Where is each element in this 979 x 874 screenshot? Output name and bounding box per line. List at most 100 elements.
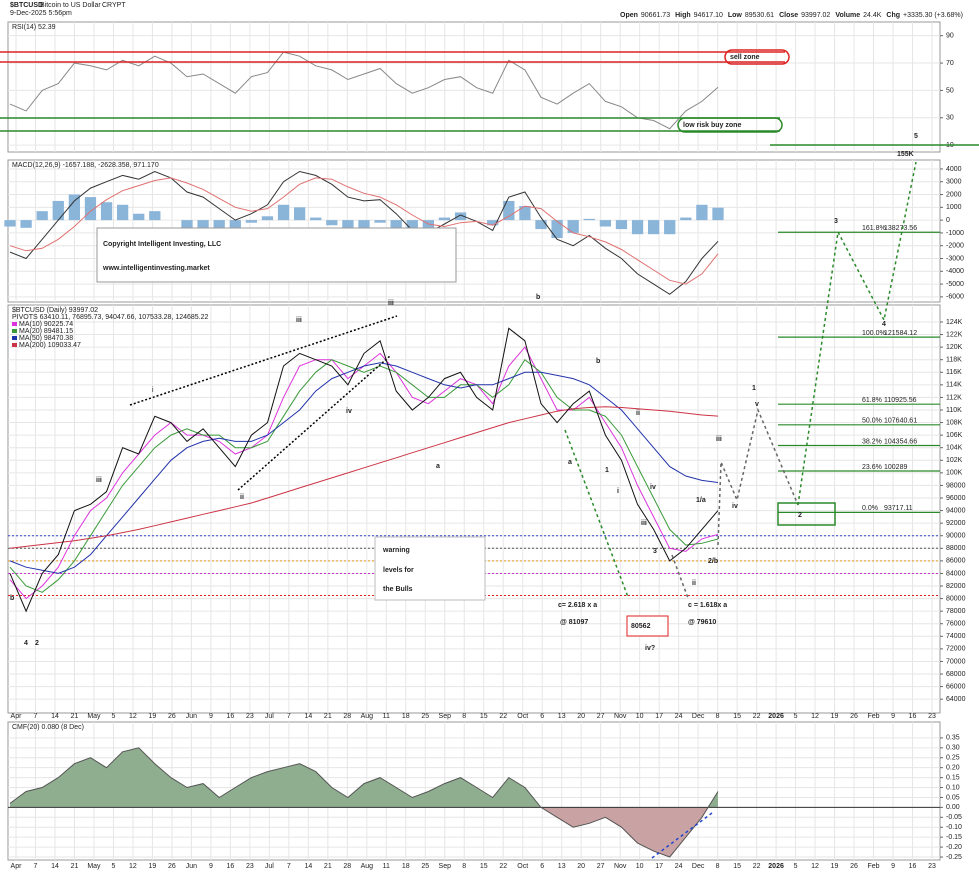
annotation: iii (388, 300, 394, 307)
x-tick-label: 21 (71, 713, 79, 720)
annotation: levels for (383, 567, 414, 574)
fib-value: 104354.66 (884, 438, 917, 445)
annotation: warning (382, 547, 410, 554)
fib-label: 38.2% (862, 438, 882, 445)
warning-box (374, 536, 486, 601)
quote-label: Chg (886, 12, 900, 19)
drawings (0, 49, 979, 859)
panel-title: MACD(12,26,9) -1657.188, -2628.358, 971.… (12, 162, 159, 169)
y-tick-label: 88000 (946, 545, 966, 552)
low-box (626, 615, 669, 637)
x-tick-label: 13 (558, 863, 566, 870)
x-tick-label: Dec (692, 863, 705, 870)
header: $BTCUSD Bitcoin to US Dollar CRYPT 9-Dec… (10, 2, 963, 19)
y-tick-label: 98000 (946, 482, 966, 489)
x-tick-label: 8 (716, 863, 720, 870)
histogram-bar (487, 220, 499, 226)
annotation: iii (641, 520, 647, 527)
x-tick-label: 18 (402, 713, 410, 720)
histogram-bar (36, 211, 48, 221)
x-tick-label: 22 (753, 713, 761, 720)
y-tick-label: -0.05 (946, 814, 962, 821)
fib-value: 110925.56 (884, 397, 917, 404)
quote-value: +3335.30 (+3.68%) (903, 12, 963, 19)
annotation: 5 (914, 133, 918, 140)
x-tick-label: 26 (850, 863, 858, 870)
y-tick-label: 0.05 (946, 794, 960, 801)
x-tick-label: 15 (480, 863, 488, 870)
y-tick-label: -2000 (946, 243, 964, 250)
fib-label: 0.0% (862, 505, 878, 512)
y-tick-label: 0.10 (946, 784, 960, 791)
x-tick-label: 5 (794, 863, 798, 870)
annotation: c= 2.618 x a (558, 602, 597, 609)
x-tick-label: 24 (675, 863, 683, 870)
histogram-bar (84, 197, 97, 221)
x-tick-label: 16 (226, 713, 234, 720)
area (10, 747, 718, 808)
y-tick-label: 0.15 (946, 774, 960, 781)
y-tick-label: 70 (946, 60, 954, 67)
x-tick-label: 14 (304, 863, 312, 870)
x-tick-label: 20 (577, 863, 585, 870)
quote-label: Volume (835, 12, 860, 19)
line (9, 747, 719, 858)
fib-label: 50.0% (862, 418, 882, 425)
copyright-box (96, 227, 457, 283)
histogram-bar (245, 220, 257, 223)
annotation: 4 (24, 640, 28, 647)
x-tick-label: 9 (891, 863, 895, 870)
annotation: b (10, 595, 14, 602)
y-tick-label: 76000 (946, 621, 966, 628)
y-tick-label: 90 (946, 33, 954, 40)
annotation: 80562 (631, 623, 651, 630)
x-tick-label: 12 (811, 863, 819, 870)
x-tick-label: 23 (246, 863, 254, 870)
x-tick-label: 19 (831, 863, 839, 870)
date: 9-Dec-2025 5:56pm (10, 10, 72, 17)
y-tick-label: 94000 (946, 507, 966, 514)
x-tick-label: 8 (462, 713, 466, 720)
annotation: a (436, 463, 440, 470)
y-tick-label: 92000 (946, 520, 966, 527)
annotation: v (755, 401, 759, 408)
x-tick-label: 27 (597, 713, 605, 720)
annotation: sell zone (730, 54, 760, 61)
histogram-bar (615, 220, 628, 230)
x-tick-label: 22 (753, 863, 761, 870)
annotation: iv? (645, 645, 655, 652)
x-tick-label: 21 (324, 863, 332, 870)
histogram-bar (68, 194, 80, 221)
line (9, 327, 719, 613)
x-tick-label: Apr (11, 863, 23, 870)
histogram-bar (294, 207, 306, 221)
annotation: 2 (35, 640, 39, 647)
histogram-bar (358, 220, 370, 228)
histogram-bar (712, 207, 724, 221)
histogram-bar (20, 220, 32, 228)
annotation: @ 79610 (688, 619, 716, 626)
x-tick-label: 9 (891, 713, 895, 720)
x-tick-label: 8 (716, 713, 720, 720)
quote-value: 93997.02 (801, 12, 830, 19)
x-tick-label: 10 (636, 863, 644, 870)
x-tick-label: 15 (480, 713, 488, 720)
fib-value: 93717.11 (884, 505, 913, 512)
y-tick-label: 0.25 (946, 755, 960, 762)
x-tick-label: 19 (149, 713, 157, 720)
annotation: i (617, 488, 619, 495)
x-tick-label: 23 (928, 863, 936, 870)
x-tick-label: 14 (51, 713, 59, 720)
y-tick-label: 0.20 (946, 765, 960, 772)
x-tick-label: Feb (868, 713, 880, 720)
quote-label: High (675, 12, 691, 19)
histogram-bar (133, 213, 145, 221)
x-tick-label: 13 (558, 713, 566, 720)
x-tick-label: Jun (186, 713, 197, 720)
x-tick-label: 19 (831, 713, 839, 720)
histogram-bar (631, 220, 644, 235)
fib-value: 107640.61 (884, 418, 917, 425)
fib-label: 61.8% (862, 397, 882, 404)
y-tick-label: -3000 (946, 255, 964, 262)
